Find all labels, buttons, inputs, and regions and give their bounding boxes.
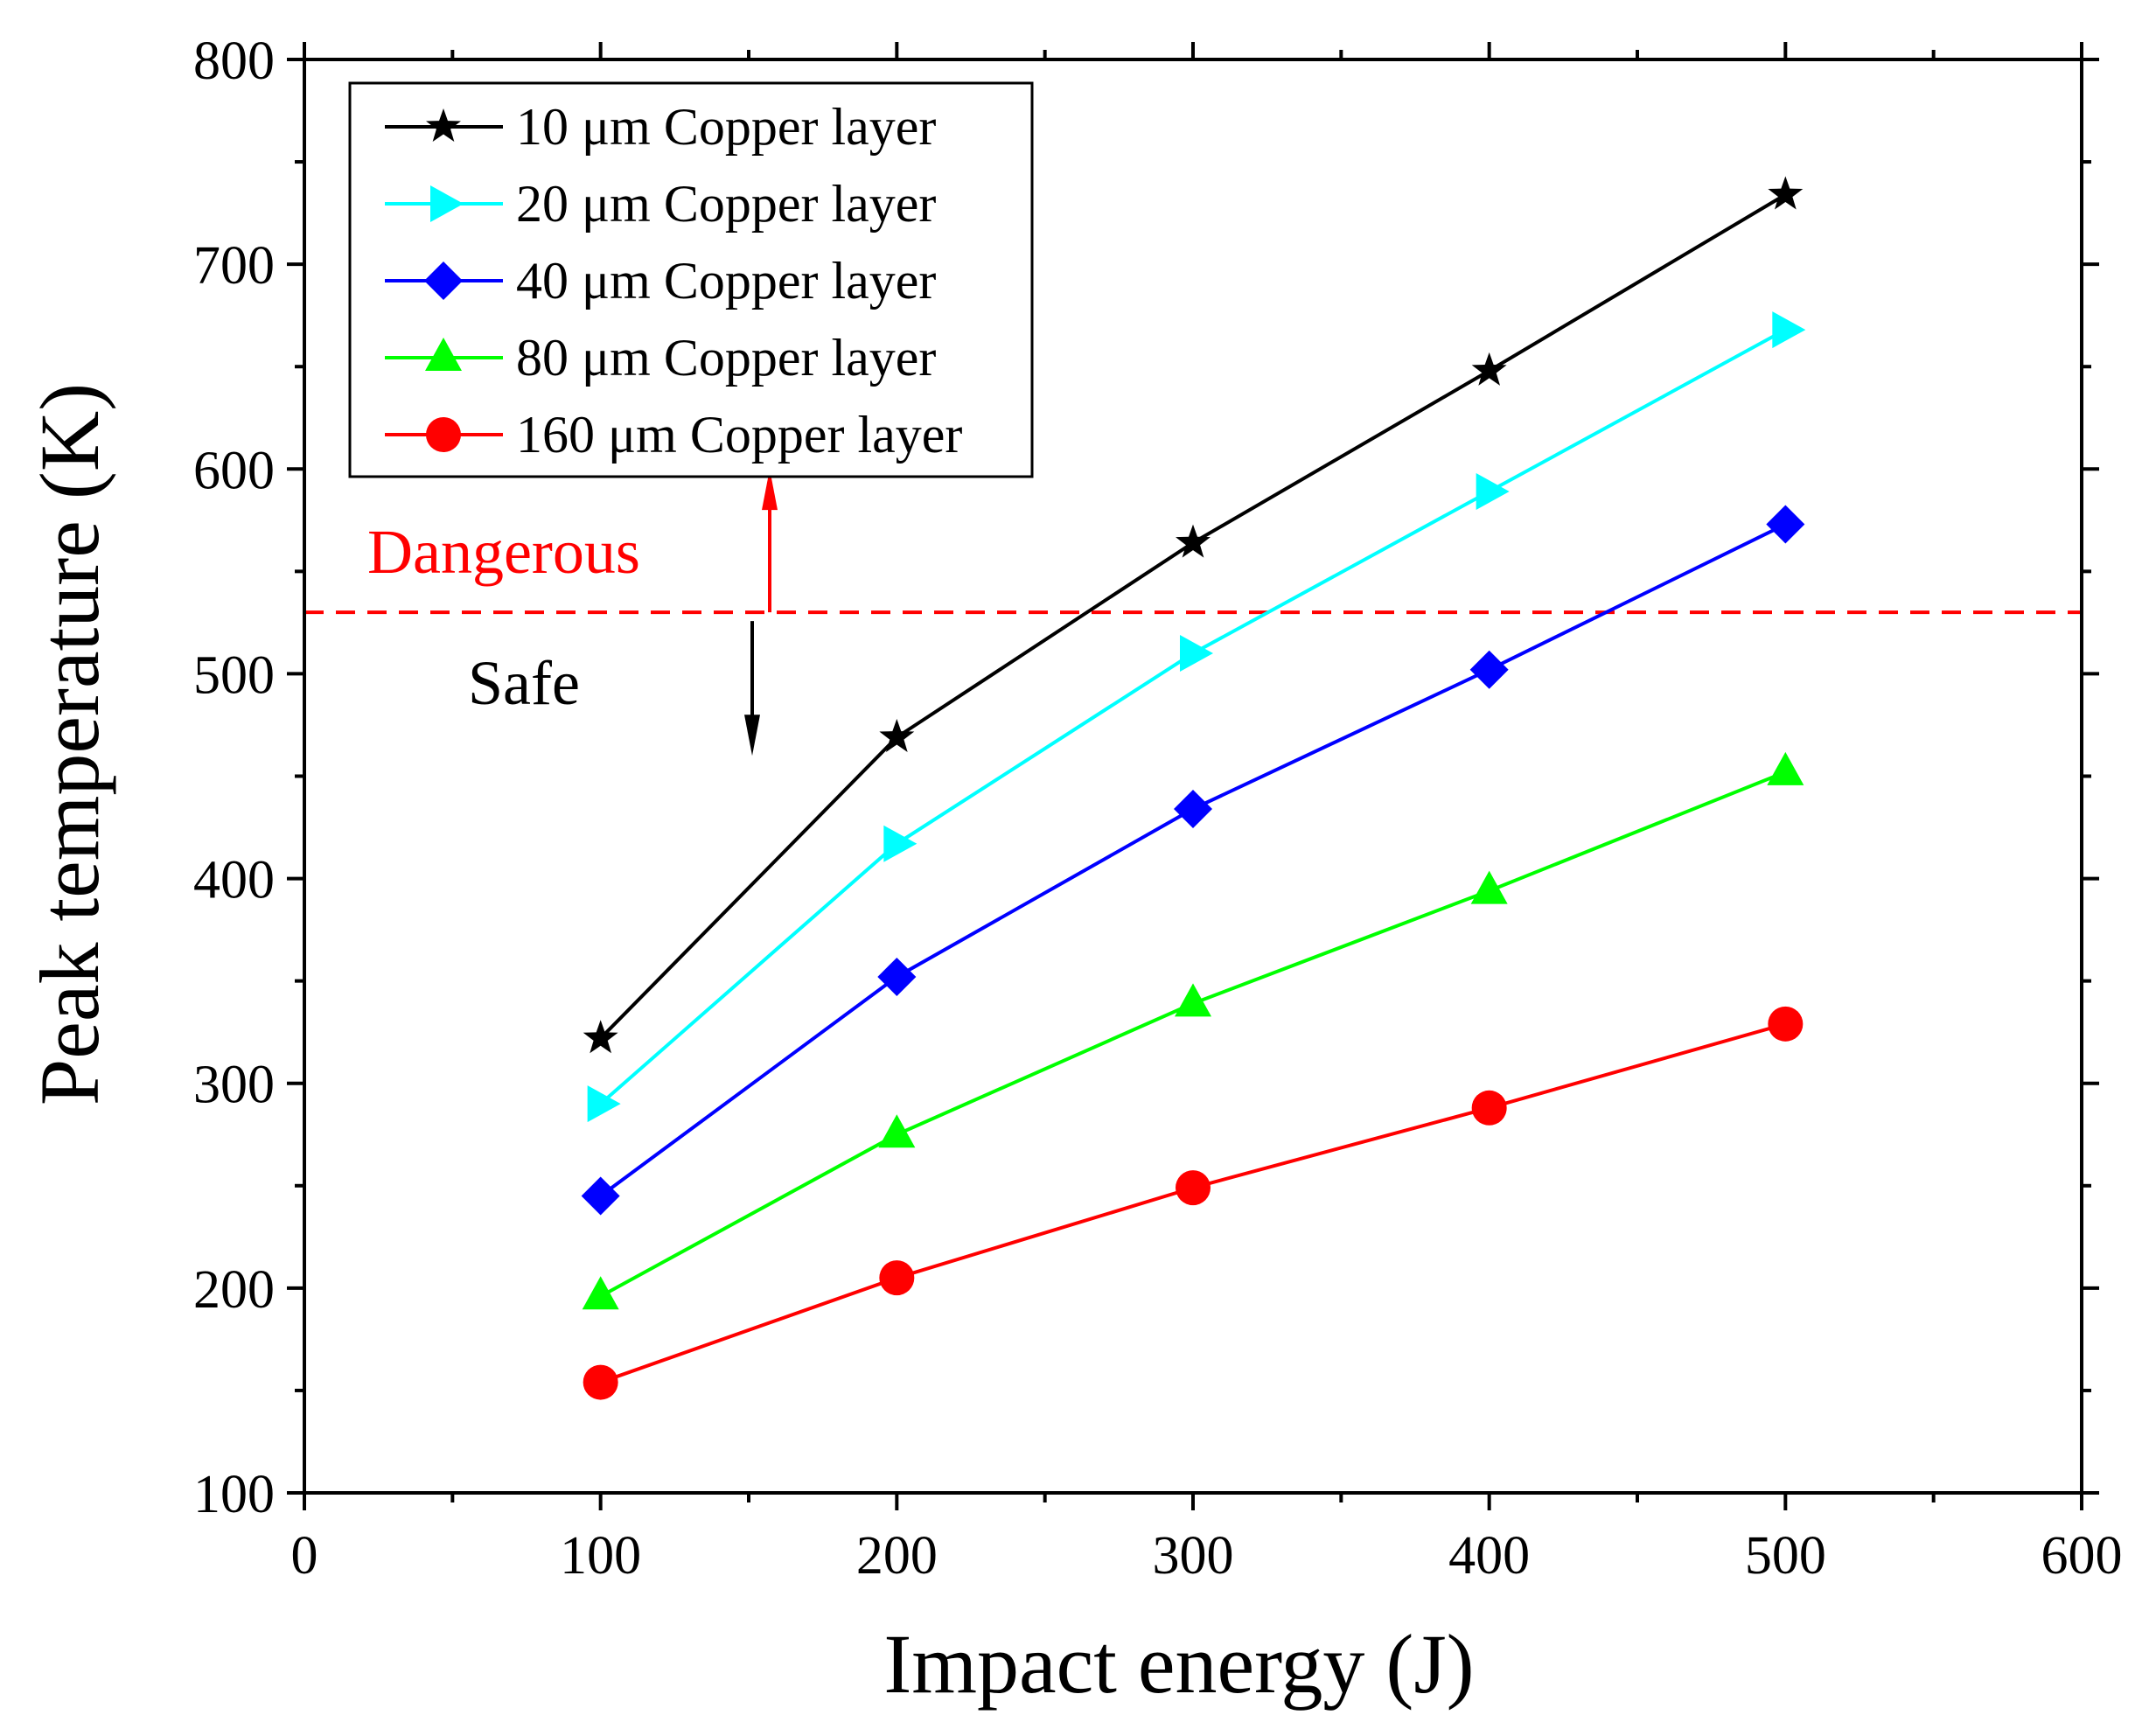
series-3 <box>581 505 1805 1216</box>
y-tick-label: 200 <box>193 1260 275 1320</box>
data-point <box>878 1114 916 1148</box>
series-5 <box>583 1006 1804 1400</box>
series-1 <box>583 176 1804 1054</box>
dangerous-arrow-head <box>762 469 778 511</box>
data-point <box>587 1085 621 1123</box>
data-point <box>1767 751 1804 785</box>
legend-label: 80 μm Copper layer <box>516 329 936 387</box>
series-line <box>599 770 1787 1298</box>
legend-label: 40 μm Copper layer <box>516 252 936 310</box>
data-point <box>1470 870 1508 904</box>
y-tick-label: 700 <box>193 236 275 296</box>
data-point <box>1768 1006 1804 1042</box>
y-tick-label: 400 <box>193 851 275 910</box>
legend-label: 20 μm Copper layer <box>516 175 936 233</box>
data-point <box>879 1260 915 1296</box>
data-point <box>879 719 915 753</box>
legend-item: 20 μm Copper layer <box>385 175 936 233</box>
legend-label: 160 μm Copper layer <box>516 406 962 464</box>
x-tick-label: 200 <box>856 1526 938 1586</box>
x-tick-label: 0 <box>291 1526 318 1586</box>
y-tick-label: 300 <box>193 1056 275 1115</box>
x-tick-label: 600 <box>2041 1526 2123 1586</box>
series-layer <box>581 176 1806 1400</box>
legend: 10 μm Copper layer 20 μm Copper layer 40 μ… <box>348 81 1034 478</box>
data-point <box>583 1364 618 1400</box>
y-tick-label: 100 <box>193 1465 275 1524</box>
legend-marker <box>425 338 462 371</box>
y-axis-title: Peak temperature (K) <box>23 383 116 1105</box>
legend-item: 40 μm Copper layer <box>385 252 936 310</box>
data-point <box>581 1176 620 1216</box>
dangerous-label: Dangerous <box>367 517 640 587</box>
data-point <box>582 1276 619 1310</box>
y-tick-label: 500 <box>193 645 275 705</box>
x-tick-label: 300 <box>1153 1526 1234 1586</box>
x-tick-label: 500 <box>1745 1526 1826 1586</box>
data-point <box>583 1020 618 1054</box>
legend-item: 80 μm Copper layer <box>385 329 936 387</box>
x-tick-label: 100 <box>560 1526 641 1586</box>
data-point <box>1471 1090 1507 1126</box>
axes: 0 100 200 300 400 500 600 100 200 300 400 500 600 700… <box>193 31 2123 1586</box>
legend-marker <box>430 185 464 222</box>
data-point <box>1766 505 1805 544</box>
legend-label: 10 μm Copper layer <box>516 98 936 156</box>
safe-label: Safe <box>468 648 580 718</box>
legend-item: 160 μm Copper layer <box>385 406 962 464</box>
data-point <box>1176 524 1211 558</box>
data-point <box>1180 635 1213 673</box>
legend-marker <box>426 108 461 142</box>
data-point <box>1174 789 1212 828</box>
data-point <box>1476 473 1510 511</box>
data-point <box>877 957 917 996</box>
x-axis-title: Impact energy (J) <box>883 1617 1474 1711</box>
annotations: Dangerous Safe <box>367 469 778 756</box>
legend-marker <box>424 261 463 300</box>
legend-marker <box>426 417 461 452</box>
legend-item: 10 μm Copper layer <box>385 98 936 156</box>
y-tick-label: 600 <box>193 441 275 500</box>
data-point <box>883 825 918 862</box>
data-point <box>1469 650 1509 689</box>
x-tick-label: 400 <box>1448 1526 1530 1586</box>
series-4 <box>582 751 1804 1310</box>
data-point <box>1471 352 1507 386</box>
data-point <box>1175 983 1211 1017</box>
y-tick-label: 800 <box>193 31 275 91</box>
data-point <box>1772 311 1806 349</box>
series-2 <box>587 311 1806 1123</box>
data-point <box>1768 176 1804 210</box>
data-point <box>1176 1170 1211 1206</box>
safe-arrow-head <box>744 715 760 756</box>
